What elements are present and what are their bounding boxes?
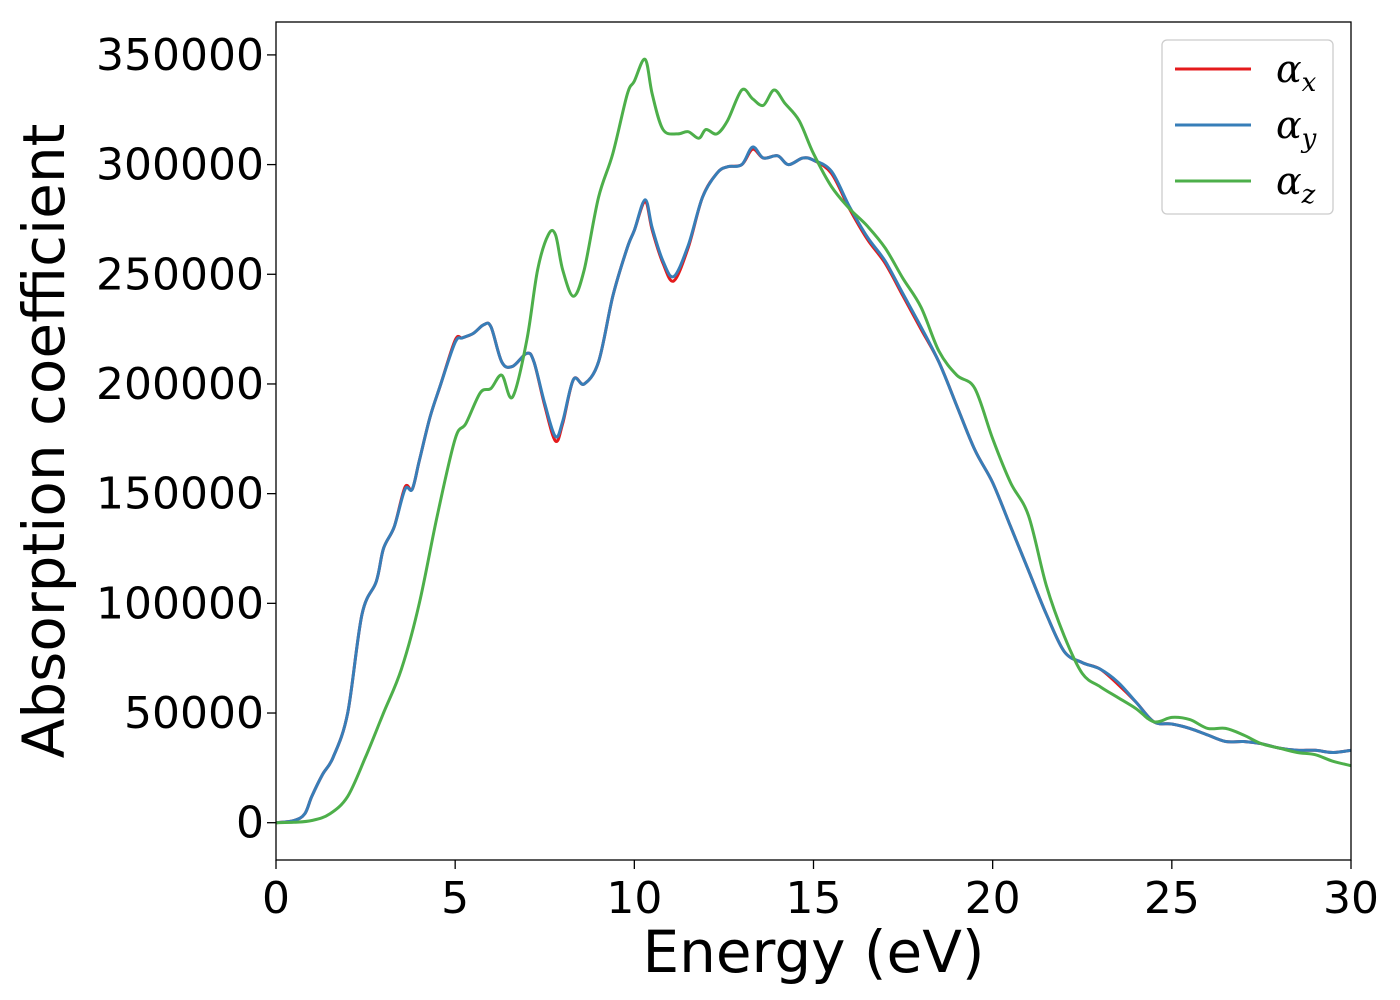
legend-label-x: αx [1276, 47, 1317, 98]
x-tick-label: 15 [786, 873, 842, 924]
x-tick-label: 25 [1144, 873, 1200, 924]
y-tick-label: 250000 [96, 249, 264, 300]
y-axis: 0 50000 100000 150000 200000 250000 300000 3500… [96, 30, 276, 849]
x-axis-title: Energy (eV) [642, 918, 984, 986]
x-axis: 0 5 10 15 20 25 30 [262, 860, 1379, 924]
legend-label-y: αy [1276, 103, 1317, 154]
x-tick-label: 5 [441, 873, 469, 924]
y-tick-label: 100000 [96, 578, 264, 629]
y-tick-label: 300000 [96, 140, 264, 191]
y-tick-label: 0 [236, 798, 264, 849]
y-tick-label: 50000 [124, 688, 264, 739]
series-layer [276, 57, 1351, 825]
y-tick-label: 150000 [96, 469, 264, 520]
legend-label-z: αz [1276, 159, 1316, 210]
y-tick-label: 350000 [96, 30, 264, 81]
legend-box [1161, 39, 1334, 215]
x-tick-label: 0 [262, 873, 290, 924]
series-line-z [276, 57, 1351, 825]
y-tick-label: 200000 [96, 359, 264, 410]
y-axis-title: Absorption coefficient [10, 124, 78, 759]
series-line-y [276, 145, 1351, 825]
x-tick-label: 10 [606, 873, 662, 924]
x-tick-label: 20 [965, 873, 1021, 924]
x-tick-label: 30 [1323, 873, 1379, 924]
